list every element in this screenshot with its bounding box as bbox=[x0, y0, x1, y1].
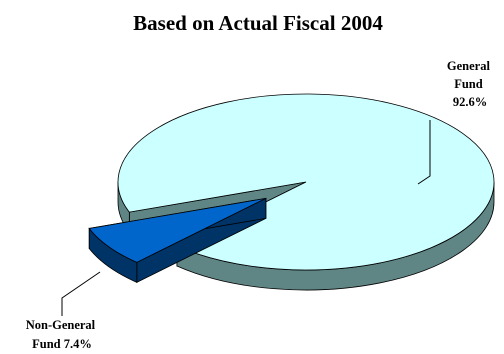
chart-title: Based on Actual Fiscal 2004 bbox=[133, 11, 383, 35]
non-general-fund-label-line-2: Fund 7.4% bbox=[32, 337, 92, 351]
non-general-fund-label-line-1: Non-General bbox=[26, 318, 96, 332]
pie-slice-top bbox=[117, 93, 495, 271]
leader-lines-group bbox=[61, 120, 431, 316]
general-fund-leader-line bbox=[417, 120, 431, 185]
non-general-fund-leader-line bbox=[61, 271, 101, 316]
pie-slice-top bbox=[88, 197, 267, 263]
slice-label-non-general-fund: Non-General Fund 7.4% bbox=[26, 318, 99, 351]
pie-slice-non-general-fund bbox=[88, 197, 267, 283]
general-fund-label-line-2: Fund bbox=[454, 77, 483, 91]
general-fund-label-line-3: 92.6% bbox=[453, 95, 487, 109]
general-fund-label-line-1: General bbox=[447, 59, 491, 73]
slice-label-general-fund: General Fund 92.6% bbox=[447, 59, 493, 109]
pie-slices-group bbox=[88, 93, 495, 291]
